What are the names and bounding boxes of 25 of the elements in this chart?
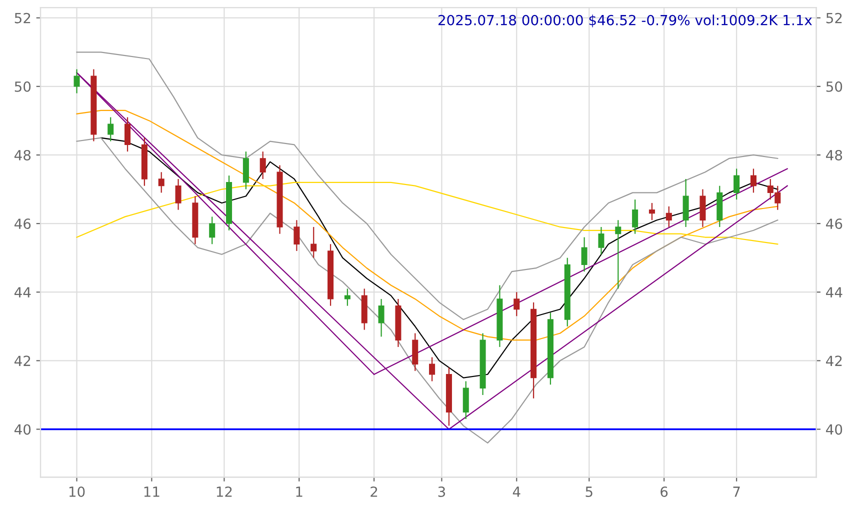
x-tick-label: 4 <box>512 486 520 497</box>
y-tick-label: 50 <box>14 81 31 92</box>
y-tick-label: 44 <box>14 287 31 298</box>
x-tick-label: 11 <box>144 486 160 497</box>
x-tick-label: 1 <box>296 486 302 497</box>
y2-tick-label: 48 <box>826 150 842 160</box>
x-tick-label: 2 <box>370 486 378 497</box>
x-tick-label: 3 <box>438 486 446 498</box>
y2-tick-label: 44 <box>826 287 842 298</box>
y2-tick-label: 42 <box>826 356 842 366</box>
y-tick-label: 42 <box>14 356 30 366</box>
y-tick-label: 46 <box>14 218 31 230</box>
y-tick-label: 52 <box>14 12 30 24</box>
x-tick-label: 10 <box>69 486 85 498</box>
y2-tick-label: 52 <box>826 12 842 24</box>
x-tick-label: 7 <box>733 486 740 497</box>
y2-tick-label: 46 <box>826 218 842 230</box>
y2-tick-label: 40 <box>826 424 842 435</box>
x-tick-label: 5 <box>586 486 592 498</box>
y2-tick-label: 50 <box>826 81 842 92</box>
x-tick-label: 6 <box>660 486 668 498</box>
y-tick-label: 40 <box>14 424 31 435</box>
x-tick-label: 12 <box>216 486 232 497</box>
y-tick-label: 48 <box>14 150 31 160</box>
annotation: 2025.07.18 00:00:00 $46.52 -0.79% vol:1009.2K 1.1x <box>438 14 812 28</box>
